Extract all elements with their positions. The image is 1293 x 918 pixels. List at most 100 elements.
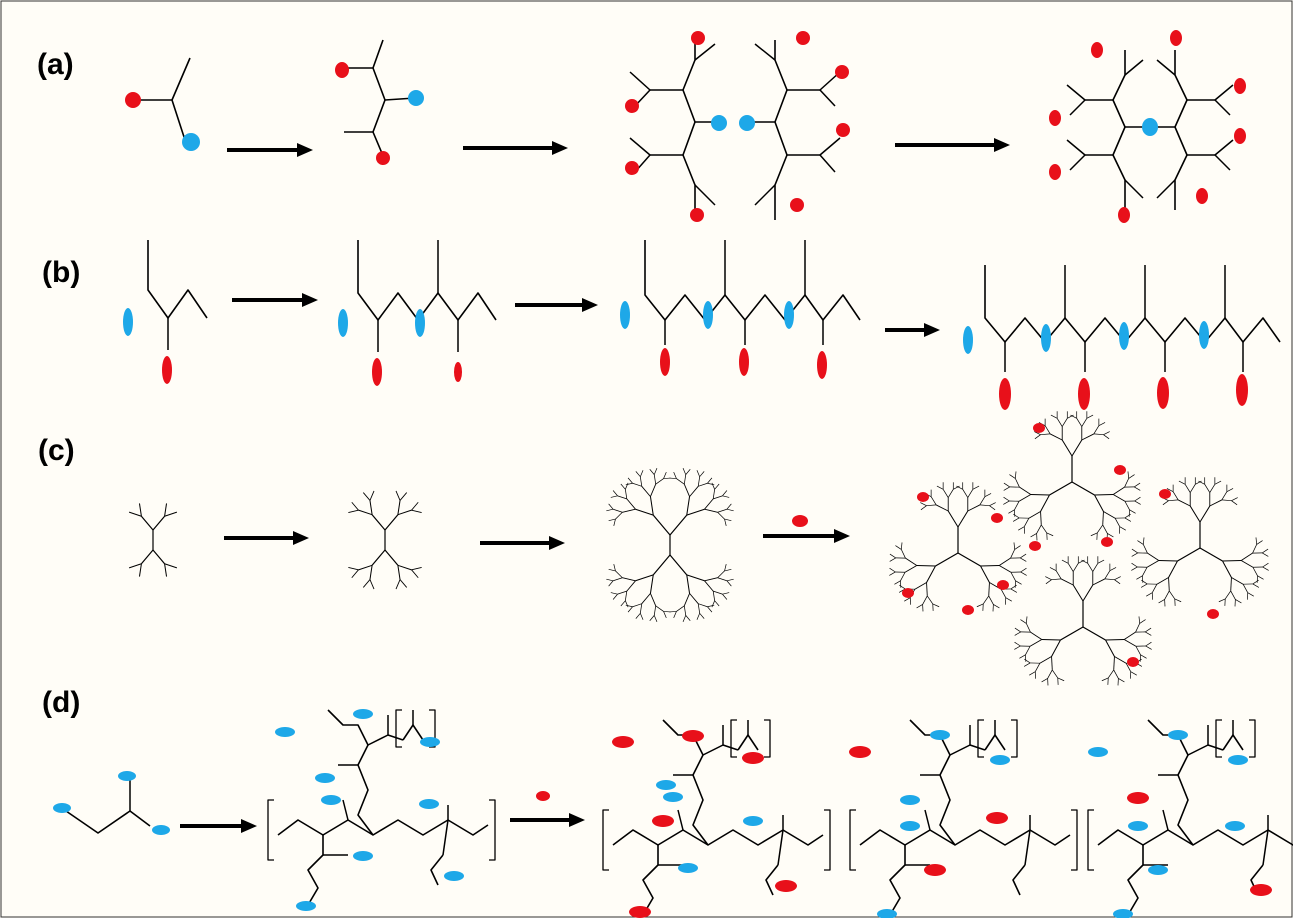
bond-line <box>1127 471 1130 479</box>
blue-group-dot <box>1225 821 1245 831</box>
bond-line <box>669 554 688 576</box>
red-group-dot <box>629 906 651 918</box>
bond-line <box>652 514 671 536</box>
bond-line <box>1078 559 1085 564</box>
bond-line <box>900 549 906 559</box>
bond-line <box>1029 639 1042 647</box>
bond-line <box>1114 579 1121 585</box>
bond-line <box>641 593 651 604</box>
red-group-dot <box>796 31 810 45</box>
bond-line <box>1204 484 1211 493</box>
bond-line <box>1119 526 1126 531</box>
bond-line <box>1127 845 1144 916</box>
bond-line <box>367 734 389 746</box>
bond-line <box>612 829 824 846</box>
bond-line <box>1199 505 1211 523</box>
bond-line <box>1124 639 1137 647</box>
bond-line <box>909 719 956 846</box>
bond-line <box>1114 656 1127 664</box>
red-group-dot <box>1114 465 1126 475</box>
bond-line <box>942 489 949 498</box>
row-a-label: (a) <box>37 48 74 81</box>
blue-group-dot <box>1113 909 1133 918</box>
bond-line <box>698 482 708 487</box>
bond-line <box>397 564 412 571</box>
bond-line <box>698 603 708 608</box>
bond-line <box>889 845 906 916</box>
bracket <box>1087 809 1094 871</box>
bond-line <box>384 514 399 531</box>
bond-line <box>726 580 732 587</box>
bond-line <box>1134 496 1141 502</box>
bond-line <box>947 489 954 498</box>
bond-line <box>819 137 841 156</box>
bond-line <box>617 590 627 595</box>
bond-line <box>152 549 166 565</box>
bond-line <box>1129 509 1136 514</box>
bond-line <box>999 565 1012 573</box>
bond-line <box>984 265 1281 343</box>
bond-line <box>1092 578 1105 586</box>
bond-line <box>1178 480 1186 485</box>
bond-line <box>1045 579 1052 585</box>
bond-line <box>1056 418 1063 427</box>
bond-line <box>1103 431 1110 436</box>
bond-line <box>147 240 208 319</box>
bond-line <box>128 563 142 569</box>
bond-line <box>641 486 651 497</box>
bond-line <box>622 508 636 513</box>
bond-line <box>625 604 633 608</box>
bond-line <box>1224 590 1232 600</box>
bond-line <box>724 568 732 572</box>
red-group-dot <box>1118 207 1130 223</box>
bond-line <box>1156 179 1176 199</box>
red-group-dot <box>376 151 390 165</box>
blue-group-dot <box>408 90 424 106</box>
bond-line <box>624 489 628 499</box>
bond-line <box>712 489 716 499</box>
blue-group-dot <box>118 771 136 781</box>
bond-line <box>988 595 994 605</box>
row-d-label: (d) <box>42 686 81 719</box>
bond-line <box>650 484 657 497</box>
red-group-dot <box>1234 78 1246 94</box>
bond-line <box>1142 544 1148 554</box>
bond-line <box>967 489 974 498</box>
bond-line <box>369 500 373 515</box>
blue-group-dot <box>663 792 683 802</box>
bond-line <box>1146 560 1159 568</box>
bond-line <box>1025 616 1028 624</box>
red-group-dot <box>1127 657 1139 667</box>
bond-line <box>1103 434 1110 440</box>
bond-line <box>650 593 657 606</box>
bond-line <box>1051 669 1059 679</box>
bond-line <box>171 57 191 141</box>
red-group-dot <box>372 358 382 386</box>
red-group-dot <box>1029 541 1041 551</box>
bond-line <box>956 485 963 490</box>
bond-line <box>411 509 422 513</box>
bond-line <box>1081 559 1088 564</box>
bond-line <box>152 515 166 531</box>
bond-line <box>697 476 701 487</box>
arrow-head <box>582 298 598 312</box>
bond-line <box>1135 646 1141 655</box>
bond-line <box>1024 829 1031 866</box>
blue-group-dot <box>353 709 373 719</box>
bond-line <box>625 482 629 490</box>
red-group-dot <box>1078 378 1090 410</box>
bond-line <box>1029 671 1036 676</box>
blue-group-dot <box>415 309 425 337</box>
bond-line <box>704 580 714 592</box>
bond-line <box>726 508 734 512</box>
bond-line <box>138 503 142 517</box>
bond-line <box>1145 641 1152 647</box>
blue-group-dot <box>420 737 440 747</box>
bond-line <box>1018 494 1031 502</box>
bond-line <box>1013 542 1016 550</box>
bond-line <box>1107 533 1114 538</box>
bond-line <box>1118 678 1125 683</box>
bond-line <box>685 469 691 475</box>
bracket <box>429 709 436 748</box>
bond-line <box>1247 592 1254 597</box>
